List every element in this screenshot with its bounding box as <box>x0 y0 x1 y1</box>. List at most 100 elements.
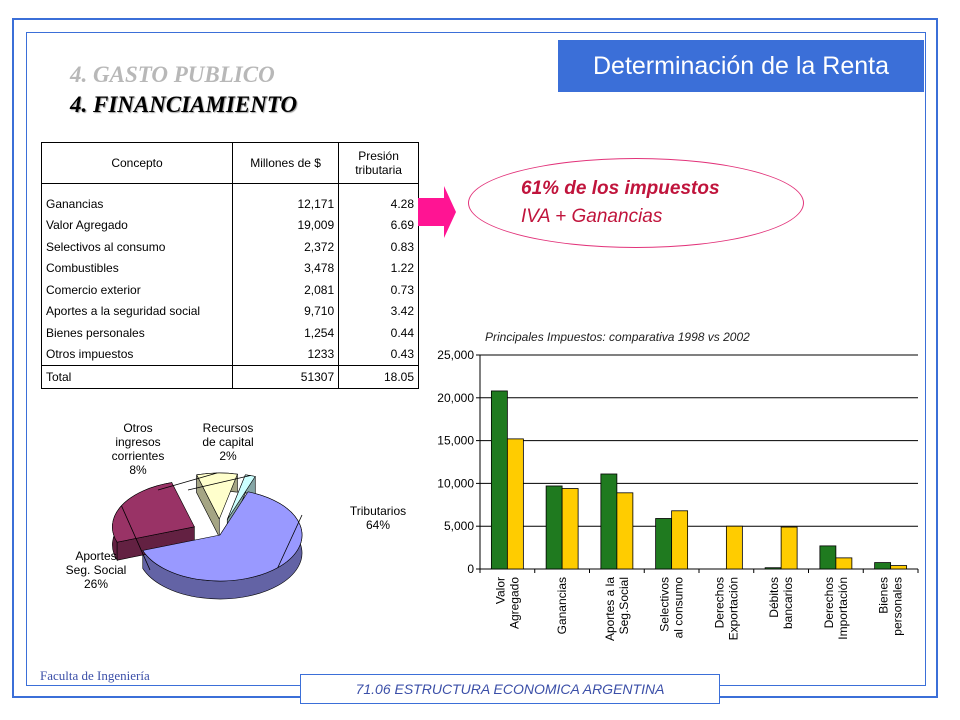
cell-concepto: Otros impuestos <box>40 343 234 366</box>
cell-concepto: Valor Agregado <box>40 214 234 236</box>
header-presion-line2: tributaria <box>355 163 402 177</box>
pie-label: Otros <box>123 421 152 435</box>
x-tick-label: Aportes a la <box>603 577 617 641</box>
cell-millones: 19,009 <box>232 214 340 236</box>
bar <box>671 510 689 570</box>
cell-millones: 12,171 <box>232 193 340 215</box>
bar <box>561 488 579 570</box>
heading-gasto-publico: 4. GASTO PUBLICO <box>70 62 275 87</box>
callout-line2: IVA + Ganancias <box>521 206 663 227</box>
bar <box>545 485 563 570</box>
pie-label: Aportes <box>75 549 116 563</box>
bar <box>490 390 508 570</box>
table-row: Bienes personales 1,254 0.44 <box>40 322 419 344</box>
x-tick-label: Importación <box>836 577 850 640</box>
pie-label: corrientes <box>112 449 165 463</box>
heading-financiamiento: 4. FINANCIAMIENTO <box>70 92 298 117</box>
cell-presion: 0.44 <box>338 322 419 344</box>
header-concepto: Concepto <box>40 142 234 184</box>
x-tick-label: Ganancias <box>555 577 569 634</box>
x-tick-label: Débitos <box>767 577 781 618</box>
table-row-total: Total 51307 18.05 <box>40 365 419 389</box>
pie-label: 2% <box>219 449 237 463</box>
bar <box>764 567 782 570</box>
cell-concepto: Comercio exterior <box>40 279 234 301</box>
total-millones: 51307 <box>232 365 340 389</box>
y-tick-label: 20,000 <box>437 391 474 405</box>
x-tick-label: Selectivos <box>658 577 672 632</box>
bar <box>819 545 837 570</box>
tax-table-body: Ganancias 12,171 4.28 Valor Agregado 19,009 6… <box>40 183 419 389</box>
cell-presion: 1.22 <box>338 257 419 279</box>
pie-leader-line <box>157 472 218 491</box>
total-presion: 18.05 <box>338 365 419 389</box>
table-row: Ganancias 12,171 4.28 <box>40 193 419 215</box>
x-tick-label: al consumo <box>672 577 686 639</box>
footer-faculty: Faculta de Ingeniería <box>40 668 150 683</box>
table-row: Combustibles 3,478 1.22 <box>40 257 419 279</box>
x-tick-label: Agregado <box>507 577 521 629</box>
y-tick-label: 25,000 <box>437 348 474 362</box>
bar <box>725 525 743 570</box>
callout-ellipse <box>468 158 804 248</box>
slide-title: Determinación de la Renta <box>558 40 924 92</box>
arrow-right-icon <box>418 186 456 238</box>
bar <box>600 473 618 570</box>
pie-label: ingresos <box>115 435 160 449</box>
cell-concepto: Aportes a la seguridad social <box>40 300 234 322</box>
cell-concepto: Selectivos al consumo <box>40 236 234 258</box>
pie-leader-line <box>121 505 151 571</box>
y-tick-label: 15,000 <box>437 434 474 448</box>
pie-slice <box>226 474 256 520</box>
cell-millones: 1,254 <box>232 322 340 344</box>
pie-label: 64% <box>366 518 390 532</box>
bar <box>616 492 634 570</box>
x-tick-label: Valor <box>493 577 507 604</box>
pie-slice <box>142 491 303 582</box>
header-presion: Presión tributaria <box>338 142 419 184</box>
footer-course: 71.06 ESTRUCTURA ECONOMICA ARGENTINA <box>300 674 720 704</box>
pie-leader-line <box>277 514 303 568</box>
bar-chart-title: Principales Impuestos: comparativa 1998 … <box>485 330 750 344</box>
table-row: Otros impuestos 1233 0.43 <box>40 343 419 366</box>
x-tick-label: Bienes <box>877 577 891 614</box>
bar-chart: 0 5,000 10,000 15,000 20,000 25,000 Valor Agreg… <box>437 348 919 641</box>
bar <box>890 565 908 570</box>
table-row: Aportes a la seguridad social 9,710 3.42 <box>40 300 419 322</box>
bar <box>506 438 524 570</box>
table-spacer <box>40 183 419 193</box>
table-row: Valor Agregado 19,009 6.69 <box>40 214 419 236</box>
cell-millones: 9,710 <box>232 300 340 322</box>
cell-millones: 1233 <box>232 343 340 366</box>
x-tick-label: Seg.Social <box>617 577 631 634</box>
x-tick-label: Derechos <box>822 577 836 628</box>
bar <box>874 562 892 570</box>
cell-presion: 0.73 <box>338 279 419 301</box>
bar <box>780 526 798 570</box>
callout-line1: 61% de los impuestos <box>521 178 720 199</box>
x-tick-label: bancarios <box>781 577 795 629</box>
cell-millones: 2,081 <box>232 279 340 301</box>
pie-leader-line <box>187 475 251 491</box>
plot-area <box>480 355 918 569</box>
pie-label: 26% <box>84 577 108 591</box>
cell-presion: 0.43 <box>338 343 419 366</box>
header-presion-line1: Presión <box>358 149 399 163</box>
cell-presion: 6.69 <box>338 214 419 236</box>
x-tick-label: Derechos <box>712 577 726 628</box>
pie-label: Recursos <box>203 421 254 435</box>
bar <box>835 557 853 570</box>
pie-label: de capital <box>202 435 253 449</box>
header-millones: Millones de $ <box>232 142 340 184</box>
cell-millones: 2,372 <box>232 236 340 258</box>
x-tick-label: personales <box>891 577 905 636</box>
pie-label: Seg. Social <box>66 563 127 577</box>
pie-label: 8% <box>129 463 147 477</box>
tax-table: Concepto Millones de $ Presión tributari… <box>40 142 419 389</box>
cell-concepto: Combustibles <box>40 257 234 279</box>
total-concepto: Total <box>40 365 234 389</box>
table-row: Selectivos al consumo 2,372 0.83 <box>40 236 419 258</box>
table-row: Comercio exterior 2,081 0.73 <box>40 279 419 301</box>
y-tick-label: 0 <box>467 562 474 576</box>
